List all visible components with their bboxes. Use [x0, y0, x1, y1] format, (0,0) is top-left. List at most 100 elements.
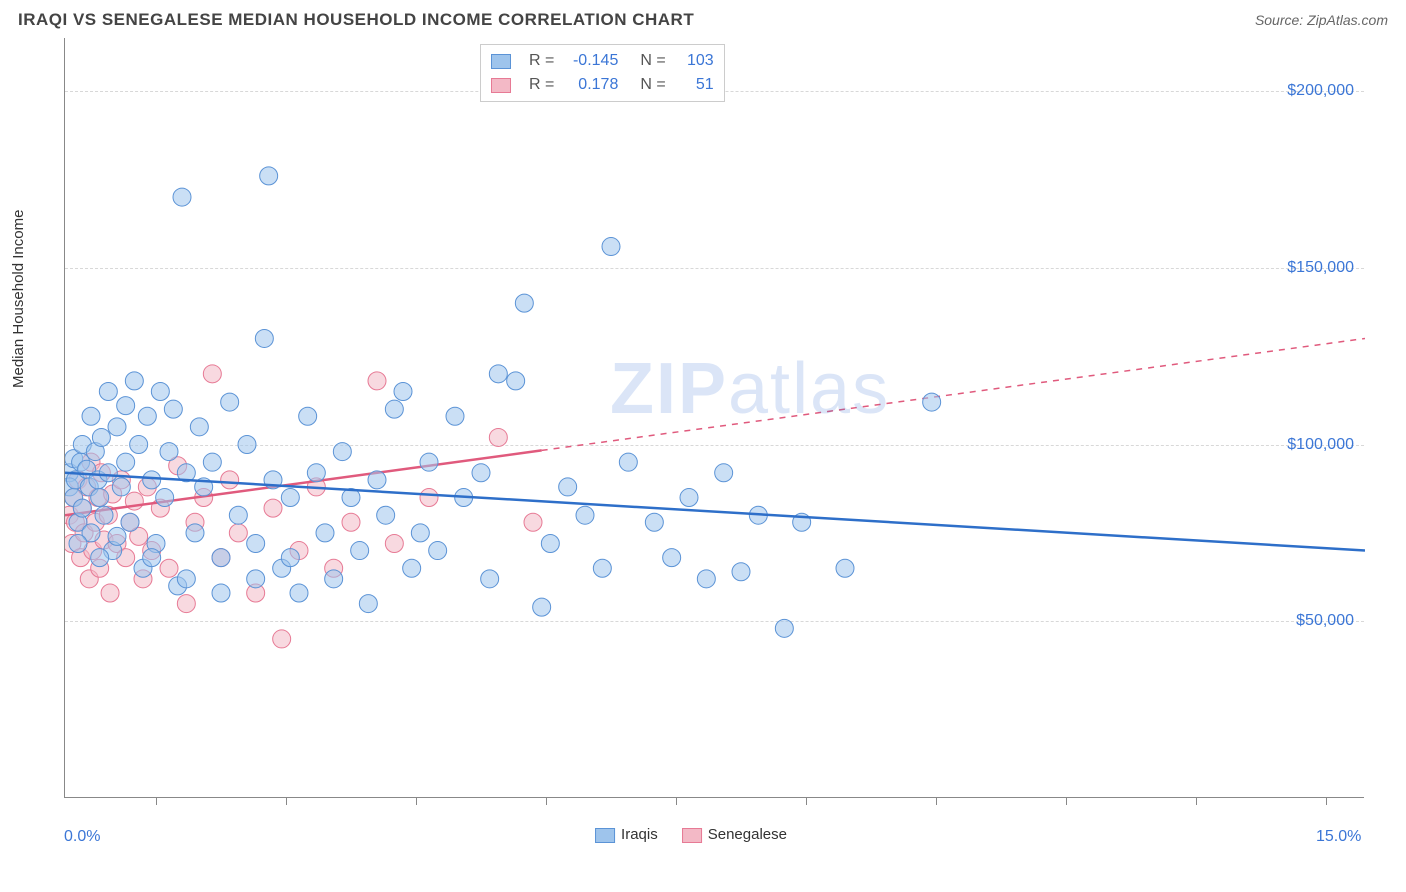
senegalese-n-value: 51 — [674, 73, 714, 97]
iraqis-point — [533, 598, 551, 616]
senegalese-point — [385, 534, 403, 552]
iraqis-point — [489, 365, 507, 383]
iraqis-point — [92, 428, 110, 446]
iraqis-point — [377, 506, 395, 524]
iraqis-point — [69, 534, 87, 552]
iraqis-point — [420, 453, 438, 471]
iraqis-point — [411, 524, 429, 542]
iraqis-point — [359, 595, 377, 613]
senegalese-swatch — [491, 78, 511, 93]
iraqis-point — [385, 400, 403, 418]
iraqis-point — [125, 372, 143, 390]
iraqis-point — [212, 549, 230, 567]
x-tick — [286, 797, 287, 805]
iraqis-point — [429, 542, 447, 560]
senegalese-point — [489, 428, 507, 446]
senegalese-point — [420, 489, 438, 507]
x-tick — [1066, 797, 1067, 805]
iraqis-point — [108, 527, 126, 545]
senegalese-trendline — [65, 450, 542, 515]
iraqis-point — [156, 489, 174, 507]
iraqis-point — [732, 563, 750, 581]
iraqis-point — [281, 489, 299, 507]
x-tick — [806, 797, 807, 805]
iraqis-point — [680, 489, 698, 507]
iraqis-point — [99, 464, 117, 482]
iraqis-point — [836, 559, 854, 577]
iraqis-point — [472, 464, 490, 482]
iraqis-point — [221, 393, 239, 411]
iraqis-point — [247, 534, 265, 552]
iraqis-point — [316, 524, 334, 542]
senegalese-point — [221, 471, 239, 489]
chart-header: IRAQI VS SENEGALESE MEDIAN HOUSEHOLD INC… — [0, 0, 1406, 38]
senegalese-point — [524, 513, 542, 531]
senegalese-point — [264, 499, 282, 517]
iraqis-point — [190, 418, 208, 436]
iraqis-r-value: -0.145 — [562, 49, 618, 73]
iraqis-point — [333, 443, 351, 461]
legend-label-iraqis: Iraqis — [621, 826, 658, 843]
iraqis-point — [82, 407, 100, 425]
iraqis-point — [164, 400, 182, 418]
scatter-layer — [65, 38, 1365, 798]
iraqis-point — [559, 478, 577, 496]
iraqis-point — [697, 570, 715, 588]
source-attribution: Source: ZipAtlas.com — [1255, 12, 1388, 28]
iraqis-point — [108, 418, 126, 436]
x-tick — [546, 797, 547, 805]
senegalese-trendline-extrapolated — [542, 338, 1365, 450]
iraqis-swatch — [595, 828, 615, 843]
iraqis-point — [351, 542, 369, 560]
iraqis-point — [446, 407, 464, 425]
iraqis-point — [229, 506, 247, 524]
senegalese-r-value: 0.178 — [562, 73, 618, 97]
plot-area: $50,000$100,000$150,000$200,000 — [64, 38, 1364, 798]
iraqis-point — [143, 549, 161, 567]
iraqis-point — [368, 471, 386, 489]
x-tick — [416, 797, 417, 805]
iraqis-point — [143, 471, 161, 489]
x-tick — [1326, 797, 1327, 805]
iraqis-point — [260, 167, 278, 185]
iraqis-point — [247, 570, 265, 588]
iraqis-point — [507, 372, 525, 390]
iraqis-point — [130, 436, 148, 454]
iraqis-point — [117, 453, 135, 471]
iraqis-point — [99, 382, 117, 400]
chart-title: IRAQI VS SENEGALESE MEDIAN HOUSEHOLD INC… — [18, 10, 694, 30]
x-tick — [156, 797, 157, 805]
iraqis-point — [715, 464, 733, 482]
legend-item-senegalese: Senegalese — [682, 826, 787, 843]
iraqis-point — [403, 559, 421, 577]
correlation-legend: R =-0.145N =103R =0.178N =51 — [480, 44, 725, 102]
iraqis-point — [255, 329, 273, 347]
iraqis-point — [138, 407, 156, 425]
senegalese-point — [273, 630, 291, 648]
iraqis-point — [186, 524, 204, 542]
senegalese-point — [101, 584, 119, 602]
iraqis-point — [619, 453, 637, 471]
senegalese-point — [342, 513, 360, 531]
senegalese-point — [177, 595, 195, 613]
iraqis-point — [173, 188, 191, 206]
iraqis-point — [645, 513, 663, 531]
x-axis-end-label: 15.0% — [1316, 828, 1361, 846]
senegalese-point — [368, 372, 386, 390]
iraqis-point — [299, 407, 317, 425]
senegalese-point — [229, 524, 247, 542]
iraqis-point — [112, 478, 130, 496]
correlation-legend-row-senegalese: R =0.178N =51 — [491, 73, 714, 97]
x-axis-start-label: 0.0% — [64, 828, 100, 846]
x-tick — [1196, 797, 1197, 805]
iraqis-point — [203, 453, 221, 471]
senegalese-point — [160, 559, 178, 577]
iraqis-point — [576, 506, 594, 524]
correlation-chart: Median Household Income $50,000$100,000$… — [18, 38, 1364, 858]
iraqis-point — [775, 619, 793, 637]
iraqis-point — [663, 549, 681, 567]
iraqis-point — [290, 584, 308, 602]
legend-item-iraqis: Iraqis — [595, 826, 658, 843]
x-tick — [676, 797, 677, 805]
iraqis-point — [160, 443, 178, 461]
